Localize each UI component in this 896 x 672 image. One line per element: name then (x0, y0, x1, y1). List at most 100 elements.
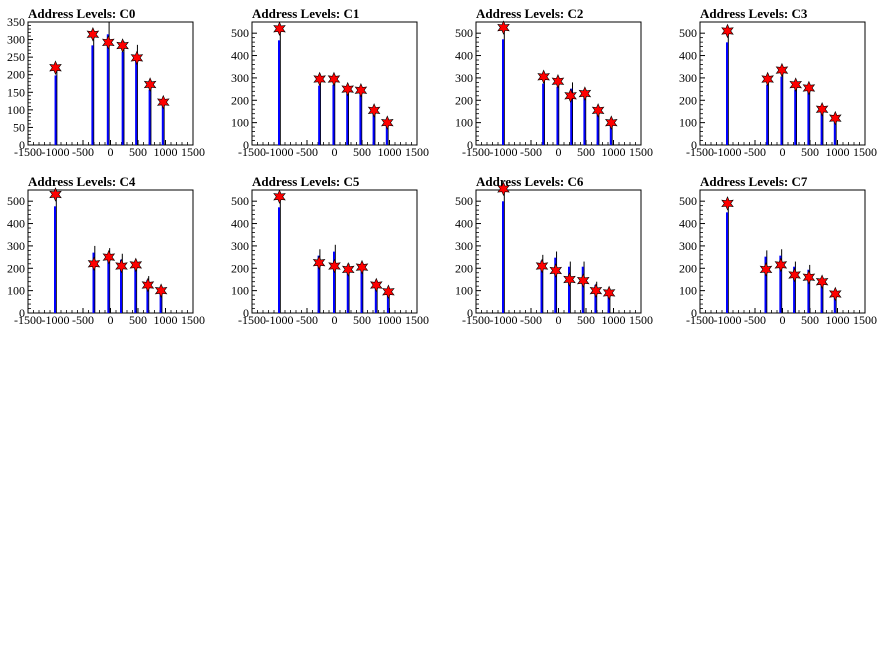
histogram-bar (607, 292, 610, 313)
peak-marker (381, 115, 394, 130)
y-tick-label: 300 (7, 33, 25, 47)
x-tick-label: 1000 (602, 145, 626, 159)
chart-panel-c6: Address Levels: C60100200300400500-1500-… (455, 174, 653, 327)
histogram-bar (779, 255, 782, 313)
histogram-bar (372, 112, 375, 145)
x-tick-label: 1000 (154, 313, 178, 327)
plot-frame (699, 189, 866, 314)
peak-marker (721, 196, 734, 211)
y-tick-label: 500 (7, 194, 25, 208)
peak-marker (829, 286, 842, 302)
histogram-bar (581, 266, 584, 313)
peak-marker (370, 277, 383, 293)
y-tick-label: 350 (7, 15, 25, 29)
histogram-bar (107, 254, 110, 313)
x-tick-label: 500 (353, 313, 371, 327)
peak-marker (759, 262, 773, 277)
peak-marker (327, 71, 341, 87)
histogram-bar (583, 97, 586, 145)
y-tick-label: 0 (19, 306, 25, 320)
histogram-bar (766, 84, 769, 145)
chart-title: Address Levels: C2 (476, 6, 583, 21)
histogram-bar (807, 269, 810, 313)
y-tick-label: 0 (467, 306, 473, 320)
histogram-bar (794, 89, 797, 145)
peak-marker (157, 94, 170, 110)
histogram-bar (278, 40, 280, 145)
x-tick-label: 1500 (405, 313, 429, 327)
peak-marker (497, 20, 510, 35)
histogram-bar (278, 207, 280, 313)
y-tick-label: 200 (679, 261, 697, 275)
x-tick-label: -1500 (686, 145, 714, 159)
peak-marker (382, 284, 395, 300)
y-tick-label: 400 (7, 217, 25, 231)
x-tick-label: 1500 (405, 145, 429, 159)
x-tick-label: -1000 (714, 145, 742, 159)
peak-marker (341, 81, 354, 97)
histogram-bar (570, 88, 573, 145)
peak-marker (721, 23, 734, 39)
peak-marker (273, 189, 286, 204)
chart-title: Address Levels: C7 (700, 174, 808, 189)
x-tick-label: -500 (72, 145, 94, 159)
peak-marker (551, 73, 565, 89)
x-tick-label: 500 (577, 145, 595, 159)
histogram-bar (333, 251, 335, 313)
y-tick-label: 0 (243, 306, 249, 320)
peak-marker (341, 262, 355, 277)
y-tick-label: 300 (455, 239, 473, 253)
y-tick-label: 100 (455, 116, 473, 130)
chart-title: Address Levels: C6 (476, 174, 584, 189)
chart-panel-c2: Address Levels: C20100200300400500-1500-… (455, 6, 653, 159)
histogram-bar (793, 266, 796, 313)
peak-marker (102, 35, 115, 50)
x-tick-label: 1500 (629, 313, 653, 327)
histogram-bar (609, 124, 612, 145)
y-tick-label: 200 (231, 261, 249, 275)
x-tick-label: -500 (296, 313, 318, 327)
x-tick-label: -1000 (42, 145, 70, 159)
x-tick-label: -500 (72, 313, 94, 327)
peak-marker (154, 283, 168, 298)
peak-marker (367, 103, 381, 118)
histogram-bar (542, 83, 545, 145)
chart-title: Address Levels: C3 (700, 6, 808, 21)
histogram-bar (134, 266, 137, 313)
peak-marker (328, 258, 341, 274)
peak-marker (537, 69, 550, 85)
x-tick-label: 0 (332, 313, 338, 327)
histogram-bar (502, 201, 504, 313)
x-tick-label: -1000 (42, 313, 70, 327)
y-tick-label: 0 (243, 138, 249, 152)
chart-title: Address Levels: C5 (252, 174, 360, 189)
histogram-bar (148, 89, 151, 145)
histogram-bar (135, 54, 138, 146)
peak-marker (775, 62, 789, 78)
peak-marker (591, 103, 605, 118)
y-tick-label: 400 (231, 49, 249, 63)
peak-marker (589, 283, 603, 298)
histogram-bar (502, 39, 504, 145)
peak-marker (535, 258, 549, 274)
histogram-bar (386, 292, 389, 313)
histogram-bar (91, 45, 94, 146)
y-tick-label: 200 (7, 261, 25, 275)
x-tick-label: -500 (744, 145, 766, 159)
peak-marker (86, 27, 100, 42)
peak-marker (313, 71, 326, 87)
x-tick-label: 500 (353, 145, 371, 159)
chart-title: Address Levels: C0 (28, 6, 135, 21)
x-tick-label: 0 (108, 313, 114, 327)
histogram-bar (121, 51, 124, 146)
y-tick-label: 0 (467, 138, 473, 152)
y-tick-label: 400 (455, 217, 473, 231)
peak-marker (273, 21, 286, 36)
plot-frame (27, 189, 194, 314)
chart-panel-c4: Address Levels: C40100200300400500-1500-… (7, 174, 205, 327)
histogram-bar (780, 76, 783, 145)
x-tick-label: -500 (520, 145, 542, 159)
x-tick-label: -1500 (462, 313, 490, 327)
histogram-bar (726, 42, 728, 146)
peak-marker (141, 277, 155, 293)
